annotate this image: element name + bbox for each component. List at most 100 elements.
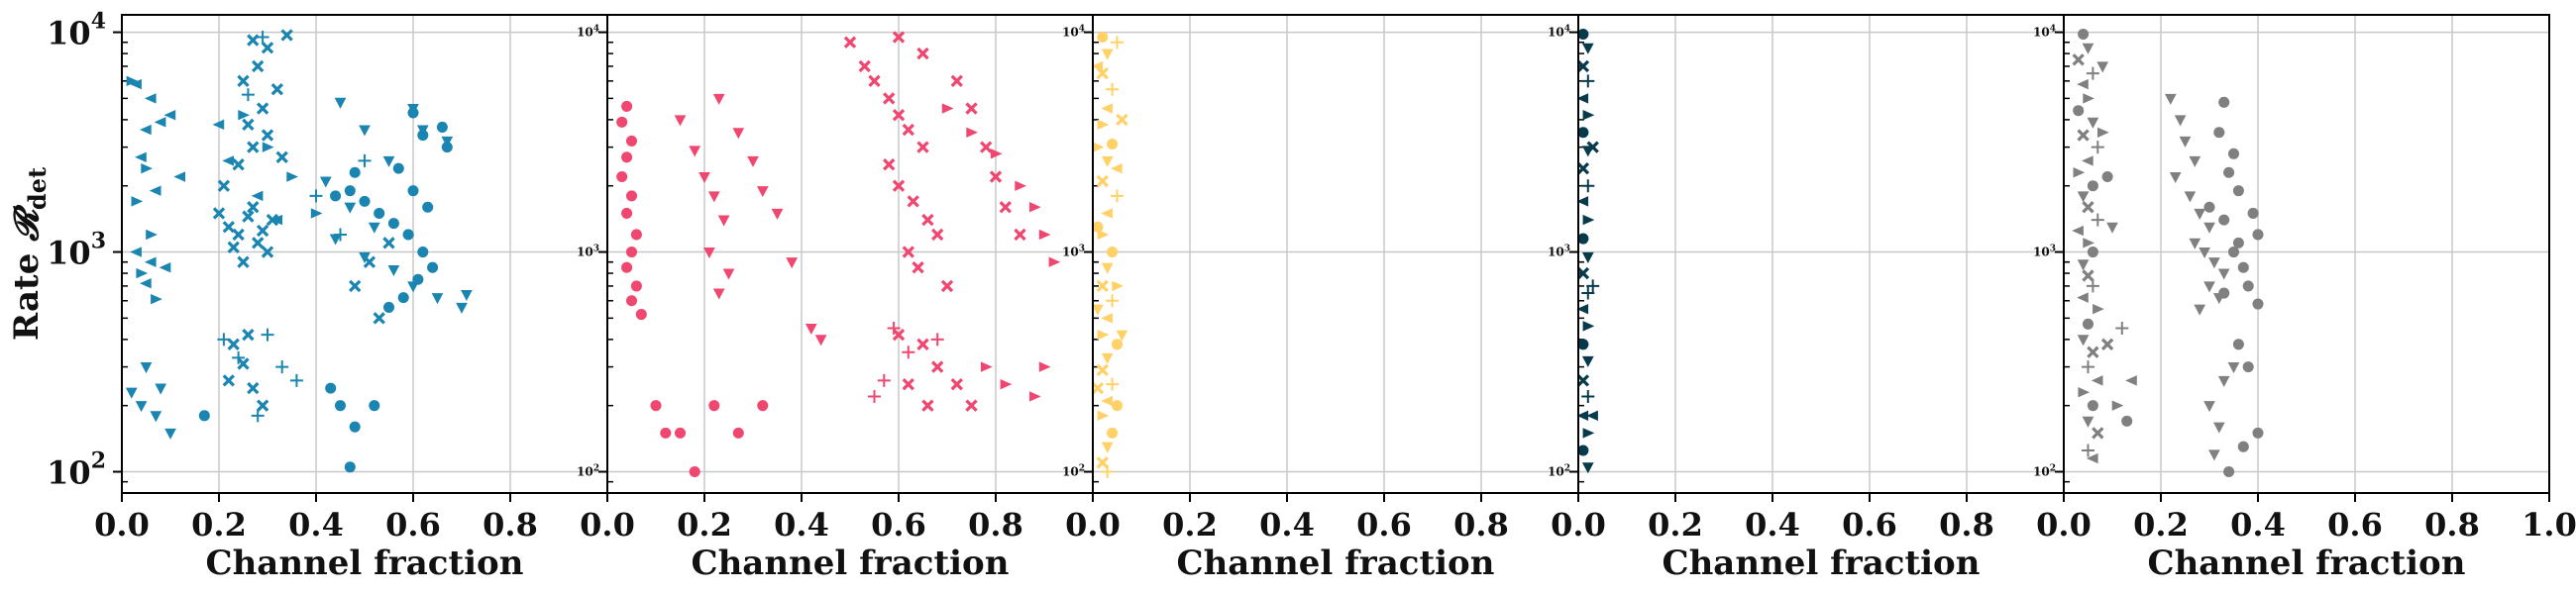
data-point <box>732 128 745 140</box>
data-point <box>242 210 255 223</box>
data-point <box>238 109 250 121</box>
data-point <box>1581 43 1594 54</box>
data-point <box>1116 113 1128 127</box>
data-point <box>232 228 245 242</box>
data-point <box>931 228 944 242</box>
data-point <box>757 400 769 412</box>
data-point <box>382 301 395 313</box>
data-point <box>136 267 149 279</box>
data-point <box>334 97 347 109</box>
data-point <box>126 75 139 87</box>
data-point <box>902 377 914 391</box>
data-point <box>1577 28 1589 41</box>
data-point <box>843 36 857 49</box>
data-point <box>2217 268 2230 280</box>
data-point <box>266 213 279 227</box>
data-point <box>275 150 288 163</box>
data-point <box>1091 60 1104 72</box>
data-point <box>1101 464 1115 478</box>
x-tick-label: 0.6 <box>2327 506 2383 544</box>
data-point <box>1111 189 1124 203</box>
data-point <box>2174 115 2187 127</box>
data-point <box>621 261 633 273</box>
data-point <box>921 399 934 412</box>
data-point <box>242 328 255 342</box>
data-point <box>2189 155 2201 167</box>
data-point <box>708 400 720 412</box>
data-point <box>2091 375 2103 386</box>
data-point <box>616 171 628 183</box>
data-point <box>2184 191 2197 203</box>
data-point <box>1097 31 1109 44</box>
data-point <box>660 427 672 439</box>
data-point <box>883 158 896 171</box>
data-point <box>1581 389 1595 403</box>
data-point <box>2087 247 2098 258</box>
data-point <box>427 261 439 273</box>
data-point <box>275 360 289 374</box>
data-point <box>1101 352 1114 364</box>
y-tick-label: 103 <box>2033 245 2056 259</box>
data-point <box>349 421 361 433</box>
y-tick-label: 103 <box>1062 245 1085 259</box>
data-point <box>1576 410 1589 422</box>
data-point <box>2087 346 2099 358</box>
data-point <box>359 251 371 263</box>
data-point <box>286 171 298 182</box>
data-point <box>1091 381 1105 395</box>
data-point <box>1112 280 1124 292</box>
data-point <box>1582 321 1595 332</box>
data-point <box>2077 259 2090 271</box>
data-point <box>2237 261 2249 273</box>
data-point <box>635 309 647 321</box>
data-point <box>227 241 240 254</box>
data-point <box>252 59 265 73</box>
data-point <box>2092 427 2104 440</box>
data-point <box>1111 36 1124 50</box>
data-point <box>1014 228 1026 242</box>
data-point <box>125 387 138 399</box>
data-point <box>212 119 225 131</box>
data-point <box>966 127 978 138</box>
data-point <box>858 59 871 73</box>
x-tick-label: 0.2 <box>677 506 732 544</box>
y-tick-label: 104 <box>47 9 106 52</box>
data-point <box>2179 136 2192 148</box>
data-point <box>689 465 700 478</box>
data-point <box>2252 427 2264 439</box>
data-point <box>256 224 269 238</box>
data-point <box>1576 59 1590 73</box>
data-point <box>965 102 978 115</box>
data-point <box>1581 286 1595 300</box>
data-point <box>930 333 944 346</box>
data-point <box>1096 174 1109 188</box>
data-point <box>140 124 152 136</box>
data-point <box>2077 191 2090 203</box>
y-tick-label: 104 <box>577 25 599 40</box>
data-point <box>1577 445 1589 456</box>
data-point <box>309 189 323 203</box>
data-point <box>756 186 769 198</box>
data-point <box>1111 400 1124 412</box>
data-point <box>950 74 963 87</box>
data-point <box>392 162 404 174</box>
data-point <box>431 293 444 305</box>
data-point <box>2218 96 2230 108</box>
data-point <box>2218 214 2230 226</box>
data-point <box>786 257 799 269</box>
data-point <box>344 202 357 214</box>
x-tick-label: 0.0 <box>1551 506 1606 544</box>
data-point <box>2208 257 2220 269</box>
data-point <box>1048 256 1061 267</box>
data-point <box>630 280 642 292</box>
data-point <box>319 176 332 188</box>
data-point <box>232 350 246 364</box>
data-point <box>2087 400 2098 412</box>
y-tick-label: 103 <box>47 229 106 272</box>
data-point <box>135 401 148 413</box>
data-point <box>2101 171 2113 183</box>
data-point <box>989 170 1003 183</box>
data-point <box>950 377 963 391</box>
